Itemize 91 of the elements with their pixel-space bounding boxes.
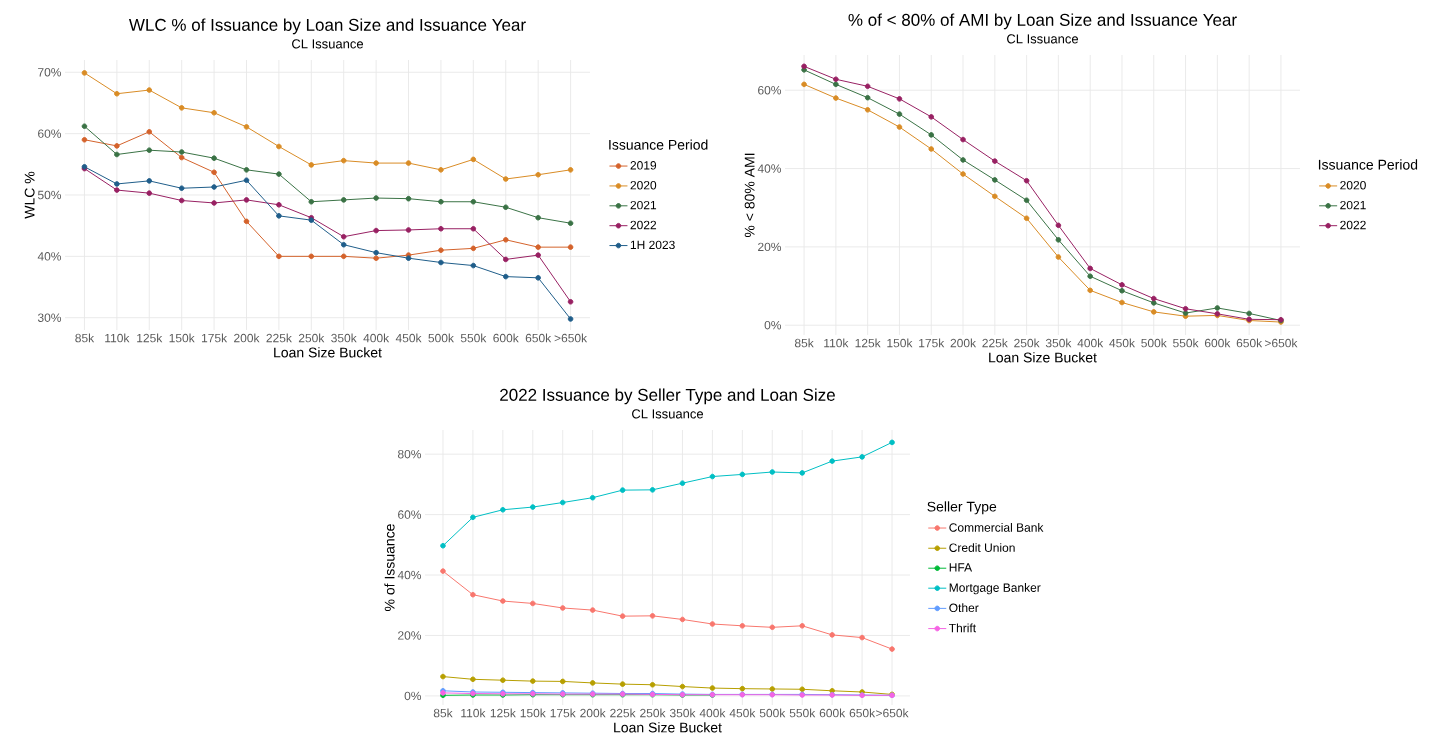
x-tick-label: 110k	[824, 338, 849, 348]
y-tick-label: 60%	[398, 510, 422, 519]
legend-label: 2020	[630, 181, 657, 190]
x-tick-label: 500k	[1141, 338, 1167, 348]
legend-label: Credit Union	[949, 543, 1015, 552]
x-tick-label: 225k	[982, 338, 1008, 348]
x-tick-label: 125k	[490, 708, 516, 718]
x-tick-label: 450k	[395, 333, 422, 343]
x-tick-label: 125k	[137, 333, 163, 343]
x-tick-label: 350k	[1045, 338, 1072, 348]
x-tick-label: 650k	[849, 708, 876, 718]
x-tick-label: 150k	[520, 708, 546, 718]
x-tick-label: 225k	[266, 333, 292, 343]
x-axis-title: Loan Size Bucket	[274, 347, 382, 358]
x-tick-label: 225k	[610, 708, 636, 718]
legend-title: Seller Type	[927, 501, 997, 515]
x-tick-label: >650k	[876, 708, 909, 718]
x-tick-label: 250k	[640, 708, 666, 718]
x-tick-label: 400k	[363, 333, 390, 343]
legend-label: Other	[949, 603, 979, 613]
legend-label: 2021	[630, 200, 657, 210]
x-tick-label: 500k	[759, 708, 786, 718]
y-tick-label: 0%	[404, 691, 422, 701]
x-tick-label: 550k	[1173, 338, 1199, 348]
chart-title: WLC % of Issuance by Loan Size and Issuance Year	[128, 18, 526, 35]
y-tick-label: 0%	[764, 320, 782, 330]
x-tick-label: >650k	[1265, 338, 1298, 348]
x-tick-label: 85k	[794, 338, 814, 348]
x-axis-title: Loan Size Bucket	[989, 352, 1097, 363]
legend-label: HFA	[949, 563, 973, 572]
x-tick-label: 85k	[75, 333, 95, 343]
x-tick-label: 350k	[669, 708, 696, 718]
x-tick-label: 500k	[428, 333, 454, 343]
y-tick-label: 40%	[37, 252, 62, 261]
y-tick-label: 40%	[757, 164, 782, 173]
y-tick-label: 30%	[37, 313, 62, 322]
legend-label: Thrift	[949, 623, 976, 633]
x-tick-label: 200k	[950, 338, 977, 348]
y-axis-title: % < 80% AMI	[744, 153, 755, 238]
x-tick-label: 150k	[169, 333, 195, 343]
x-tick-label: 110k	[105, 333, 130, 343]
chart-subtitle: CL Issuance	[632, 409, 704, 419]
x-tick-label: 200k	[580, 708, 606, 718]
x-tick-label: >650k	[554, 333, 588, 343]
x-tick-label: 450k	[1109, 338, 1136, 348]
x-tick-label: 400k	[1077, 338, 1104, 348]
legend-label: Mortgage Banker	[949, 583, 1041, 595]
chart-subtitle: CL Issuance	[1007, 34, 1079, 44]
legend-label: 2021	[1340, 200, 1366, 210]
x-tick-label: 250k	[298, 333, 325, 343]
x-tick-label: 85k	[433, 708, 453, 718]
y-tick-label: 60%	[38, 129, 62, 138]
x-tick-label: 550k	[460, 333, 487, 343]
legend-label: 2022	[630, 220, 657, 230]
y-tick-label: 50%	[37, 190, 62, 200]
x-tick-label: 600k	[493, 333, 519, 343]
x-tick-label: 650k	[525, 333, 552, 343]
x-tick-label: 125k	[855, 338, 881, 348]
x-tick-label: 600k	[819, 708, 846, 718]
x-tick-label: 175k	[550, 708, 576, 718]
x-tick-label: 550k	[789, 708, 816, 718]
y-tick-label: 70%	[38, 68, 62, 77]
y-tick-label: 60%	[758, 85, 782, 95]
y-tick-label: 80%	[397, 449, 422, 459]
y-tick-label: 20%	[758, 242, 782, 252]
legend-label: 2022	[1340, 220, 1366, 230]
x-tick-label: 200k	[234, 333, 260, 343]
x-tick-label: 650k	[1236, 338, 1263, 348]
legend-title: Issuance Period	[609, 139, 708, 150]
x-tick-label: 600k	[1204, 338, 1231, 348]
y-tick-label: 40%	[397, 570, 422, 580]
x-axis-title: Loan Size Bucket	[614, 722, 722, 733]
legend-label: Commercial Bank	[949, 522, 1044, 532]
y-axis-title: WLC %	[24, 171, 35, 219]
x-tick-label: 450k	[729, 708, 756, 718]
y-axis-title: % of Issuance	[384, 524, 395, 611]
x-tick-label: 400k	[699, 708, 726, 718]
legend-label: 2020	[1340, 181, 1366, 190]
legend-title: Issuance Period	[1318, 159, 1418, 170]
y-tick-label: 20%	[398, 631, 422, 640]
legend-label: 1H 2023	[630, 240, 675, 250]
chart-title: % of < 80% of AMI by Loan Size and Issuance Year	[848, 13, 1237, 30]
x-tick-label: 150k	[887, 338, 913, 348]
x-tick-label: 175k	[201, 333, 228, 343]
legend-label: 2019	[630, 161, 657, 170]
chart-subtitle: CL Issuance	[292, 39, 364, 49]
x-tick-label: 110k	[461, 708, 486, 718]
x-tick-label: 175k	[919, 338, 945, 348]
x-tick-label: 350k	[331, 333, 357, 343]
x-tick-label: 250k	[1014, 338, 1040, 348]
chart-title: 2022 Issuance by Seller Type and Loan Size	[500, 388, 835, 405]
